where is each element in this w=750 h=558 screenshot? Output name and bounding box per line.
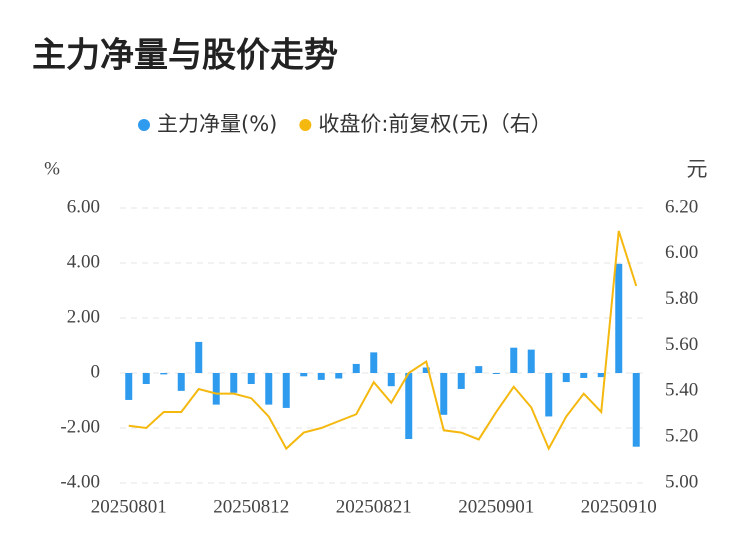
y2-tick-label: 6.00 [665, 242, 698, 263]
bar [352, 363, 360, 373]
legend-swatch [299, 119, 312, 131]
price-line [128, 230, 638, 451]
y-axis-label: % [44, 158, 60, 179]
y-tick-label: -4.00 [60, 471, 100, 492]
legend-label: 收盘价:前复权(元)（右） [318, 112, 551, 136]
bar [387, 373, 395, 387]
y-tick-label: 4.00 [67, 251, 100, 272]
bar [160, 373, 168, 375]
chart-title: 主力净量与股价走势 [32, 36, 338, 76]
y2-tick-label: 5.80 [665, 288, 698, 309]
bar [405, 373, 413, 439]
bar [580, 373, 588, 378]
bar [125, 373, 133, 400]
bar [142, 373, 150, 384]
y-tick-label: -2.00 [60, 416, 100, 437]
y2-tick-label: 5.60 [665, 334, 698, 355]
x-tick-label: 20250910 [581, 496, 657, 517]
bar [422, 367, 430, 373]
bar [562, 373, 570, 383]
bar [615, 263, 623, 373]
bar [195, 341, 203, 373]
bar [527, 349, 535, 373]
bar [265, 373, 273, 405]
bar [335, 373, 343, 379]
legend-label: 主力净量(%) [157, 112, 277, 136]
x-tick-label: 20250901 [458, 496, 534, 517]
y-tick-label: 2.00 [67, 306, 100, 327]
bar [282, 373, 290, 408]
x-tick-label: 20250801 [91, 496, 167, 517]
bar [475, 366, 483, 373]
bar [317, 373, 325, 380]
bar [247, 373, 255, 384]
bar [597, 373, 605, 378]
legend-swatch [138, 119, 150, 131]
y-tick-label: 0 [91, 361, 101, 382]
bar [177, 373, 185, 391]
bar [492, 373, 500, 374]
bar [545, 373, 553, 417]
bar [440, 373, 448, 415]
x-tick-label: 20250812 [213, 496, 289, 517]
bar [632, 373, 640, 447]
bar [230, 373, 238, 393]
y2-tick-label: 5.40 [665, 380, 698, 401]
y2-tick-label: 5.20 [665, 426, 698, 447]
bar [510, 347, 518, 373]
y2-tick-label: 6.20 [665, 196, 698, 217]
bar [300, 373, 308, 377]
bar [370, 352, 378, 373]
bar [457, 373, 465, 389]
y2-tick-label: 5.00 [665, 471, 698, 492]
y-tick-label: 6.00 [67, 196, 100, 217]
x-tick-label: 20250821 [336, 496, 412, 517]
bar [212, 373, 220, 405]
y2-axis-label: 元 [687, 157, 708, 181]
